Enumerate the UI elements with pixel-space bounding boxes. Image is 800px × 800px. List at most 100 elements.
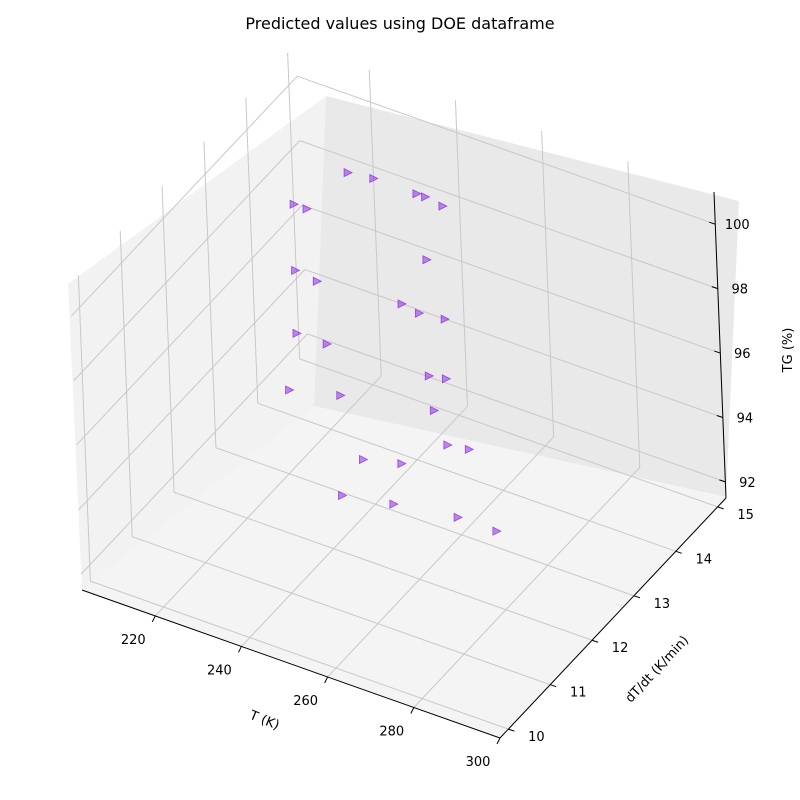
z-tick-label: 92 (739, 476, 756, 491)
z-axis-line (713, 191, 727, 499)
z-grid-left (73, 140, 301, 381)
y-grid-floor (173, 491, 593, 641)
data-point (453, 512, 463, 523)
y-axis-line (499, 497, 727, 739)
x-grid-back (627, 161, 641, 468)
x-tick-mark (496, 737, 501, 745)
z-tick-mark (714, 350, 721, 354)
data-point (440, 314, 450, 324)
data-point (302, 204, 312, 214)
y-grid-floor (257, 402, 676, 552)
z-grid-left (75, 204, 303, 446)
y-grid-left (77, 275, 91, 582)
x-tick-label: 240 (207, 663, 232, 678)
data-point (292, 328, 302, 338)
data-point (412, 189, 422, 199)
data-point (421, 192, 431, 202)
data-point (429, 405, 440, 416)
data-point (464, 444, 475, 455)
y-grid-left (119, 230, 133, 537)
y-grid-left (203, 141, 217, 448)
data-points (285, 167, 502, 536)
y-grid-floor (90, 580, 509, 730)
pane-floor (82, 406, 726, 738)
x-tick-mark (410, 707, 415, 714)
data-point (438, 201, 448, 211)
x-axis-line (81, 589, 501, 739)
z-tick-mark (719, 479, 726, 483)
z-tick-mark (709, 221, 716, 225)
z-tick-mark (711, 286, 718, 290)
pane-back (314, 96, 739, 497)
y-grid-floor (132, 536, 551, 686)
data-point (389, 499, 399, 509)
data-point (312, 276, 323, 286)
x-tick-mark (324, 676, 329, 684)
data-point (369, 173, 379, 184)
z-grid-back (297, 75, 716, 225)
data-point (397, 299, 407, 309)
x-grid-floor (413, 467, 641, 708)
x-grid-back (454, 100, 468, 407)
x-tick-label: 220 (121, 633, 146, 648)
y-tick-label: 15 (737, 508, 754, 523)
z-tick-label: 94 (737, 411, 754, 426)
y-tick-mark (633, 595, 641, 599)
x-tick-label: 280 (379, 724, 404, 739)
y-tick-mark (717, 506, 724, 510)
data-point (343, 167, 353, 178)
x-tick-label: 260 (293, 694, 318, 709)
z-tick-mark (716, 414, 724, 418)
tick-labels: 220 240 260 280 300 10 11 12 13 14 15 92 94 96 98 100 (121, 218, 756, 770)
z-tick-label: 98 (732, 283, 749, 298)
y-tick-label: 14 (696, 552, 713, 567)
z-axis-label: TG (%) (781, 328, 796, 374)
y-tick-label: 10 (528, 730, 545, 745)
y-grid-floor (215, 447, 635, 597)
x-tick-mark (151, 615, 156, 623)
z-grid-back (307, 333, 726, 483)
y-tick-mark (591, 639, 599, 643)
x-grid-floor (154, 375, 382, 617)
data-point (291, 265, 301, 276)
x-grid-floor (241, 406, 468, 647)
z-grid-back (299, 140, 718, 290)
y-tick-mark (675, 550, 682, 554)
data-point (285, 385, 295, 395)
data-point (422, 255, 432, 265)
data-point (492, 526, 502, 536)
data-point (414, 308, 425, 318)
z-grid-left (81, 333, 308, 575)
z-tick-label: 96 (734, 347, 751, 362)
data-point (322, 339, 332, 349)
x-grid-back (541, 130, 555, 437)
data-point (336, 390, 346, 401)
y-grid-floor (299, 358, 718, 508)
pane-left (68, 96, 326, 590)
data-point (289, 199, 299, 209)
y-grid-left (161, 186, 175, 493)
data-point (443, 440, 453, 450)
x-tick-label: 300 (466, 755, 491, 770)
z-grid-left (78, 269, 306, 510)
y-tick-label: 12 (612, 641, 629, 656)
y-tick-label: 11 (570, 686, 587, 701)
x-grid-floor (327, 436, 554, 678)
z-grid-back (302, 204, 721, 354)
x-tick-mark (237, 646, 242, 653)
data-point (397, 458, 407, 469)
y-tick-mark (550, 684, 557, 688)
chart-title: Predicted values using DOE dataframe (245, 14, 554, 33)
z-tick-label: 100 (725, 218, 750, 233)
y-tick-label: 13 (654, 597, 671, 612)
data-point (338, 490, 348, 501)
x-axis-label: T (K) (246, 708, 281, 734)
y-tick-mark (508, 728, 515, 732)
z-grid-left (70, 75, 298, 317)
z-grid-back (304, 269, 724, 418)
y-axis-label: dT/dt (K/min) (623, 633, 692, 706)
data-point (359, 454, 369, 465)
axis-lines (81, 191, 727, 745)
